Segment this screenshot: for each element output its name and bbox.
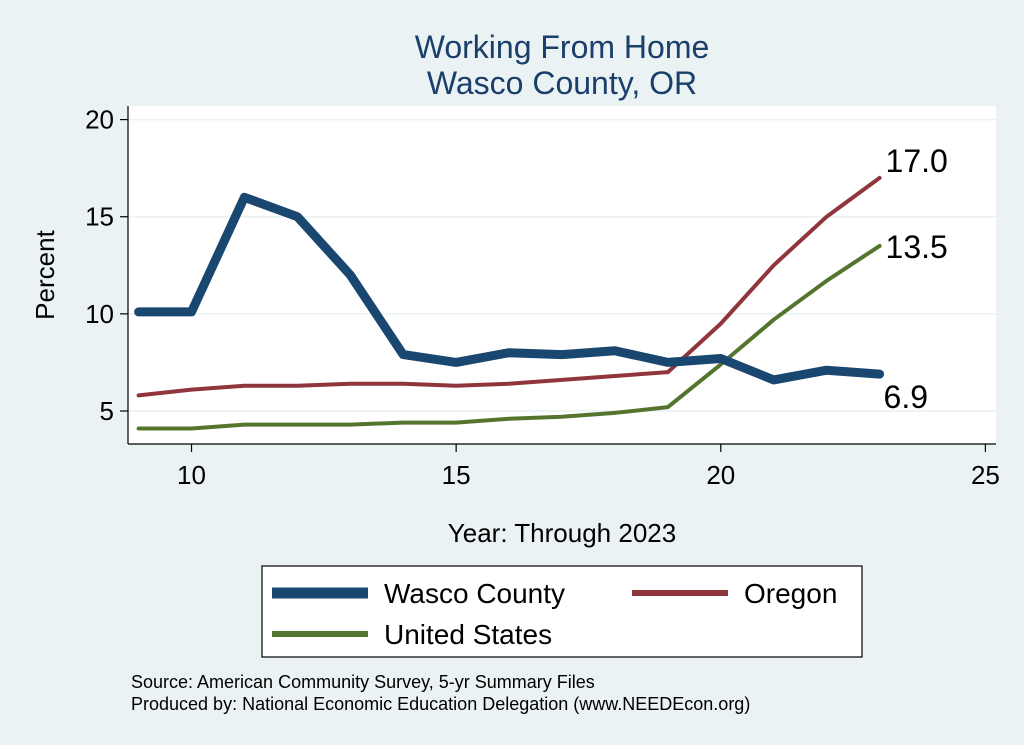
end-value-label: 17.0 (886, 143, 948, 179)
y-tick-label: 15 (85, 202, 114, 232)
chart-subtitle: Wasco County, OR (427, 65, 697, 101)
y-tick-label: 5 (100, 396, 114, 426)
y-tick-label: 10 (85, 299, 114, 329)
legend: Wasco County Oregon United States (261, 565, 863, 658)
legend-label: United States (384, 619, 552, 650)
footer-source: Source: American Community Survey, 5-yr … (131, 672, 595, 692)
legend-label: Wasco County (384, 578, 565, 609)
footer-produced: Produced by: National Economic Education… (131, 694, 750, 714)
x-tick-label: 15 (442, 460, 471, 490)
legend-items: Wasco County Oregon United States (272, 578, 837, 650)
x-tick-label: 25 (971, 460, 1000, 490)
y-ticks: 5 10 15 20 (85, 105, 128, 426)
chart-title: Working From Home (415, 29, 710, 65)
series-lines (134, 175, 885, 431)
y-axis-label: Percent (30, 229, 60, 319)
x-ticks: 10 15 20 25 (177, 444, 1000, 490)
x-tick-label: 10 (177, 460, 206, 490)
end-value-label: 13.5 (886, 229, 948, 265)
legend-box (261, 565, 863, 658)
y-tick-label: 20 (85, 105, 114, 135)
x-axis-label: Year: Through 2023 (448, 518, 676, 548)
end-value-label: 6.9 (884, 379, 928, 415)
end-labels: 6.9 17.0 13.5 (884, 143, 948, 415)
x-tick-label: 20 (706, 460, 735, 490)
gridlines (128, 118, 996, 412)
plot-area (128, 106, 996, 444)
legend-label: Oregon (744, 578, 837, 609)
